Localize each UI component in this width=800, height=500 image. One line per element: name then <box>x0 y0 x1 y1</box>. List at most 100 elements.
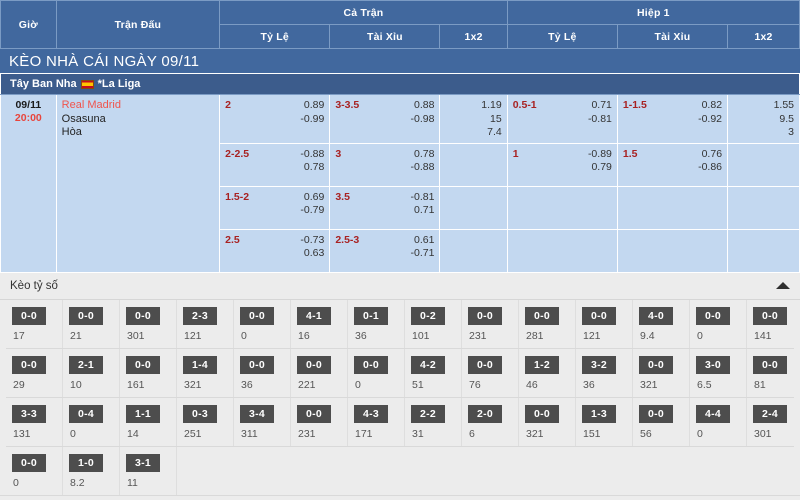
score-cell[interactable]: 0-0 29 <box>6 348 63 397</box>
score-chip[interactable]: 1-4 <box>183 355 217 374</box>
score-cell[interactable]: 3-2 36 <box>576 348 633 397</box>
score-chip[interactable]: 0-0 <box>126 355 160 374</box>
score-cell[interactable]: 0-0 0 <box>348 348 405 397</box>
score-chip[interactable]: 2-2 <box>411 404 445 423</box>
score-chip[interactable]: 0-0 <box>12 355 46 374</box>
score-cell[interactable]: 0-0 81 <box>747 349 800 397</box>
score-chip[interactable]: 4-0 <box>639 306 673 325</box>
score-cell[interactable]: 2-2 31 <box>405 397 462 446</box>
score-cell[interactable]: 0-0 121 <box>576 299 633 348</box>
score-cell[interactable]: 1-0 8.2 <box>63 446 120 495</box>
score-cell[interactable]: 0-3 251 <box>177 397 234 446</box>
score-chip[interactable]: 0-0 <box>69 306 103 325</box>
score-chip[interactable]: 3-0 <box>696 355 730 374</box>
score-chip[interactable]: 0-0 <box>639 355 673 374</box>
odds-cell-fm-overunder[interactable]: 3 0.78 -0.88 <box>329 142 441 187</box>
odds-cell-h1-1x2[interactable]: 1.55 9.5 3 <box>727 94 800 144</box>
score-cell[interactable]: 4-4 0 <box>690 397 747 446</box>
score-chip[interactable]: 0-0 <box>12 453 46 472</box>
odds-cell-h1-handicap[interactable]: 0.5-1 0.71 -0.81 <box>506 94 618 144</box>
score-cell[interactable]: 3-4 311 <box>234 397 291 446</box>
odds-cell-h1-overunder[interactable]: 1-1.5 0.82 -0.92 <box>616 94 729 144</box>
score-cell[interactable]: 0-0 17 <box>6 299 63 348</box>
score-cell[interactable]: 0-0 0 <box>234 299 291 348</box>
score-chip[interactable]: 3-1 <box>126 453 160 472</box>
score-chip[interactable]: 2-1 <box>69 355 103 374</box>
score-chip[interactable]: 1-1 <box>126 404 160 423</box>
score-cell[interactable]: 0-0 21 <box>63 299 120 348</box>
odds-cell-fm-handicap[interactable]: 2-2.5 -0.88 0.78 <box>219 142 331 187</box>
score-chip[interactable]: 4-1 <box>297 306 331 325</box>
score-cell[interactable]: 0-0 301 <box>120 299 177 348</box>
score-chip[interactable]: 2-0 <box>468 404 502 423</box>
score-chip[interactable]: 0-0 <box>525 306 559 325</box>
score-chip[interactable]: 0-0 <box>525 404 559 423</box>
score-cell[interactable]: 0-0 231 <box>291 397 348 446</box>
score-chip[interactable]: 0-0 <box>582 306 616 325</box>
score-chip[interactable]: 0-0 <box>753 355 787 374</box>
score-chip[interactable]: 0-0 <box>468 355 502 374</box>
score-cell[interactable]: 0-0 141 <box>747 300 800 348</box>
score-chip[interactable]: 4-2 <box>411 355 445 374</box>
score-cell[interactable]: 0-0 221 <box>291 348 348 397</box>
score-cell[interactable]: 3-1 11 <box>120 446 177 495</box>
score-chip[interactable]: 0-2 <box>411 306 445 325</box>
score-chip[interactable]: 0-0 <box>468 306 502 325</box>
score-chip[interactable]: 0-0 <box>753 306 787 325</box>
score-chip[interactable]: 0-3 <box>183 404 217 423</box>
score-cell[interactable]: 2-1 10 <box>63 348 120 397</box>
score-cell[interactable]: 4-0 9.4 <box>633 299 690 348</box>
odds-cell-fm-overunder[interactable]: 3.5 -0.81 0.71 <box>329 185 441 230</box>
score-cell[interactable]: 4-1 16 <box>291 299 348 348</box>
score-chip[interactable]: 3-4 <box>240 404 274 423</box>
score-chip[interactable]: 0-0 <box>639 404 673 423</box>
score-cell[interactable]: 4-3 171 <box>348 397 405 446</box>
score-cell[interactable]: 0-0 281 <box>519 299 576 348</box>
score-chip[interactable]: 4-4 <box>696 404 730 423</box>
score-cell[interactable]: 0-0 231 <box>462 299 519 348</box>
odds-cell-h1-handicap[interactable]: 1 -0.89 0.79 <box>506 142 618 187</box>
score-cell[interactable]: 0-4 0 <box>63 397 120 446</box>
score-cell[interactable]: 1-4 321 <box>177 348 234 397</box>
score-chip[interactable]: 0-1 <box>354 306 388 325</box>
score-cell[interactable]: 4-2 51 <box>405 348 462 397</box>
score-cell[interactable]: 0-0 321 <box>519 397 576 446</box>
odds-cell-fm-overunder[interactable]: 3-3.5 0.88 -0.98 <box>329 94 441 144</box>
score-cell[interactable]: 3-3 131 <box>6 397 63 446</box>
score-cell[interactable]: 0-0 56 <box>633 397 690 446</box>
league-bar[interactable]: Tây Ban Nha *La Liga <box>0 73 800 95</box>
chevron-up-icon[interactable] <box>776 282 790 289</box>
score-chip[interactable]: 0-0 <box>240 306 274 325</box>
score-cell[interactable]: 2-3 121 <box>177 299 234 348</box>
score-chip[interactable]: 0-0 <box>696 306 730 325</box>
score-chip[interactable]: 1-2 <box>525 355 559 374</box>
score-cell[interactable]: 0-0 321 <box>633 348 690 397</box>
score-cell[interactable]: 0-0 161 <box>120 348 177 397</box>
score-cell[interactable]: 1-2 46 <box>519 348 576 397</box>
score-cell[interactable]: 1-1 14 <box>120 397 177 446</box>
score-cell[interactable]: 0-0 76 <box>462 348 519 397</box>
league-bar-row[interactable]: Tây Ban Nha *La Liga <box>0 73 800 95</box>
score-cell[interactable]: 2-4 301 <box>747 398 800 446</box>
score-chip[interactable]: 2-4 <box>753 404 787 423</box>
score-chip[interactable]: 0-0 <box>126 306 160 325</box>
score-cell[interactable]: 0-0 36 <box>234 348 291 397</box>
score-cell[interactable]: 0-0 0 <box>690 299 747 348</box>
score-chip[interactable]: 0-0 <box>297 355 331 374</box>
score-chip[interactable]: 0-0 <box>354 355 388 374</box>
score-chip[interactable]: 4-3 <box>354 404 388 423</box>
odds-cell-fm-1x2[interactable]: 1.19 15 7.4 <box>439 94 508 144</box>
score-chip[interactable]: 0-4 <box>69 404 103 423</box>
score-chip[interactable]: 1-0 <box>69 453 103 472</box>
score-cell[interactable]: 0-1 36 <box>348 299 405 348</box>
score-cell[interactable]: 3-0 6.5 <box>690 348 747 397</box>
odds-cell-h1-overunder[interactable]: 1.5 0.76 -0.86 <box>616 142 729 187</box>
score-chip[interactable]: 0-0 <box>12 306 46 325</box>
score-chip[interactable]: 0-0 <box>297 404 331 423</box>
score-cell[interactable]: 0-2 101 <box>405 299 462 348</box>
score-cell[interactable]: 0-0 0 <box>6 446 63 495</box>
odds-cell-fm-handicap[interactable]: 2 0.89 -0.99 <box>219 94 331 144</box>
score-cell[interactable]: 1-3 151 <box>576 397 633 446</box>
score-chip[interactable]: 2-3 <box>183 306 217 325</box>
score-cell[interactable]: 2-0 6 <box>462 397 519 446</box>
